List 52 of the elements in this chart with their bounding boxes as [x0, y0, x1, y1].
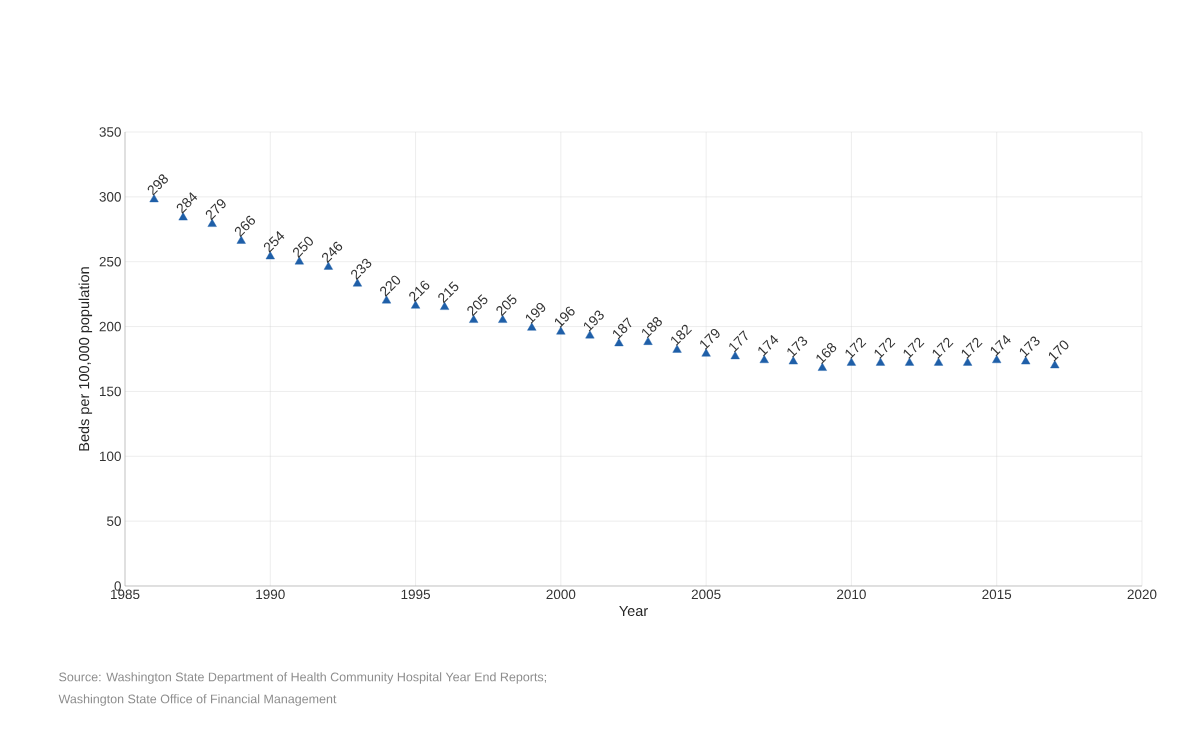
data-label: 215 [438, 281, 459, 304]
data-label: 254 [263, 231, 285, 253]
data-label: 246 [322, 241, 343, 264]
x-tick-label: 1990 [256, 589, 285, 600]
data-label: 216 [409, 280, 430, 302]
data-label: 187 [613, 317, 632, 340]
x-tick-label: 2005 [691, 589, 721, 600]
data-label: 172 [874, 337, 896, 359]
y-tick-label: 300 [99, 192, 121, 202]
text: Washington State Office of Financial Management [58, 694, 337, 706]
data-label: 172 [845, 337, 867, 359]
data-label: 173 [787, 336, 808, 358]
y-axis-title: Beds per 100,000 population [78, 267, 93, 451]
y-tick-label: 150 [99, 386, 121, 397]
data-label: 220 [380, 275, 401, 297]
y-tick-label: 350 [99, 127, 121, 137]
data-label: 233 [351, 258, 372, 280]
data-label: 205 [496, 294, 517, 317]
y-tick-label: 100 [99, 451, 121, 462]
data-label: 250 [292, 236, 313, 258]
data-label: 172 [903, 337, 925, 359]
data-label: 170 [1048, 340, 1069, 362]
x-tick-label: 1985 [111, 589, 140, 600]
data-label: 193 [583, 310, 604, 332]
x-tick-label: 1995 [401, 589, 431, 600]
data-label: 196 [554, 306, 575, 328]
x-tick-label: 2015 [982, 589, 1012, 600]
data-label: 172 [932, 337, 954, 359]
data-label: 182 [671, 324, 692, 346]
x-tick-label: 2000 [546, 589, 576, 600]
data-label: 284 [176, 192, 198, 214]
y-tick-label: 200 [99, 321, 121, 332]
x-tick-label: 2010 [837, 589, 866, 600]
y-tick-label: 0 [114, 581, 121, 591]
y-tick-label: 50 [106, 516, 121, 526]
data-label: 205 [467, 294, 488, 317]
data-label: 177 [729, 330, 748, 353]
data-label: 188 [642, 317, 662, 339]
source-note: Source: Washington State Department of Health Community Hospital Year End Reports; [59, 672, 547, 684]
x-axis-title: Year [619, 605, 648, 617]
y-tick-label: 250 [99, 256, 121, 267]
data-label: 173 [1019, 336, 1040, 358]
data-label: 298 [147, 174, 168, 196]
data-label: 174 [990, 334, 1011, 357]
data-label: 174 [758, 334, 779, 357]
data-label: 279 [205, 199, 226, 221]
data-label: 266 [234, 215, 256, 238]
x-tick-label: 2020 [1127, 589, 1157, 600]
data-label: 179 [700, 328, 720, 350]
data-label: 168 [816, 342, 837, 364]
data-label: 199 [525, 302, 546, 324]
data-label: 172 [961, 337, 983, 359]
